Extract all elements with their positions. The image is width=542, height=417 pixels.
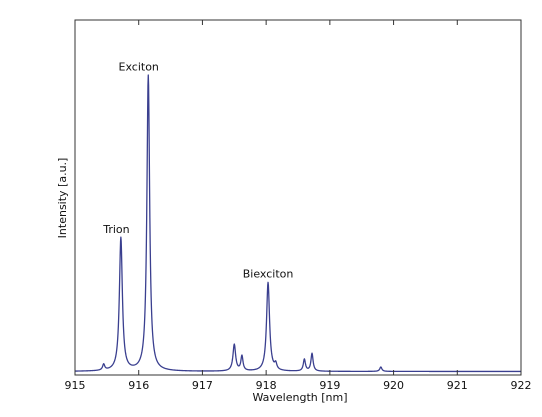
x-tick-label: 920 bbox=[383, 379, 404, 392]
x-tick-label: 915 bbox=[65, 379, 86, 392]
plot-frame bbox=[74, 19, 522, 376]
x-tick-label: 916 bbox=[128, 379, 149, 392]
peak-annotation: Biexciton bbox=[243, 267, 294, 280]
x-tick-label: 921 bbox=[447, 379, 468, 392]
x-tick-label: 919 bbox=[319, 379, 340, 392]
x-axis-ticks: 915 916 917 918 919 920 921 922 bbox=[65, 20, 532, 392]
y-axis-label: Intensity [a.u.] bbox=[56, 158, 69, 239]
annotations: Exciton Trion Biexciton bbox=[102, 60, 293, 280]
x-tick-label: 917 bbox=[192, 379, 213, 392]
peak-annotation: Exciton bbox=[119, 60, 159, 73]
spectrum-line bbox=[74, 74, 522, 373]
x-tick-label: 918 bbox=[256, 379, 277, 392]
plot-border bbox=[74, 19, 522, 376]
x-axis-label: Wavelength [nm] bbox=[252, 391, 347, 404]
series-layer bbox=[74, 74, 522, 373]
x-tick-label: 922 bbox=[511, 379, 532, 392]
peak-annotation: Trion bbox=[102, 223, 129, 236]
